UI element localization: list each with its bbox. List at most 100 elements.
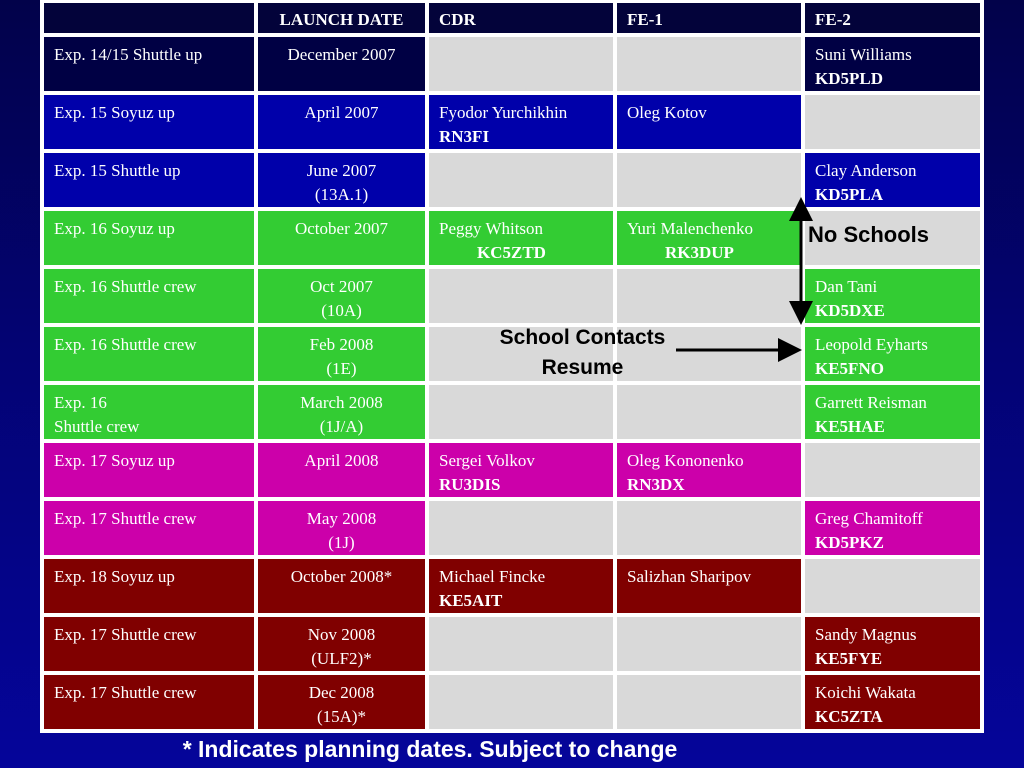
launch-date-cell: May 2008 (1J) [258, 501, 425, 555]
launch-date-line: Nov 2008 [307, 625, 376, 644]
launch-date-line: (10A) [321, 301, 362, 320]
launch-date-line: (1E) [326, 359, 357, 378]
mission-cell: Exp. 17 Shuttle crew [44, 617, 254, 671]
header-cdr: CDR [429, 3, 613, 33]
fe1-cell [617, 501, 801, 555]
crew-name: Oleg Kotov [627, 103, 707, 122]
fe2-cell [805, 95, 980, 149]
crew-name: Greg Chamitoff [815, 509, 923, 528]
crew-name: Dan Tani [815, 277, 878, 296]
fe1-cell [617, 37, 801, 91]
crew-schedule-table: LAUNCH DATE CDR FE-1 FE-2 Exp. 14/15 Shuttle… [40, 0, 984, 733]
call-sign: RN3FI [439, 127, 490, 146]
launch-date-line: March 2008 [300, 393, 383, 412]
launch-date-line: (1J) [328, 533, 355, 552]
launch-date-cell: April 2008 [258, 443, 425, 497]
crew-name: Koichi Wakata [815, 683, 916, 702]
crew-name: Leopold Eyharts [815, 335, 928, 354]
fe1-cell [617, 675, 801, 729]
launch-date-line: Feb 2008 [309, 335, 374, 354]
launch-date-cell: April 2007 [258, 95, 425, 149]
fe1-cell: Oleg Kononenko RN3DX [617, 443, 801, 497]
fe2-cell: Suni Williams KD5PLD [805, 37, 980, 91]
launch-date-line: (ULF2)* [311, 649, 372, 668]
school-contacts-note: School Contacts Resume [470, 323, 695, 383]
mission-cell: Exp. 18 Soyuz up [44, 559, 254, 613]
crew-name: Peggy Whitson [439, 219, 544, 238]
crew-name: Sandy Magnus [815, 625, 917, 644]
launch-date-cell: Feb 2008 (1E) [258, 327, 425, 381]
fe1-cell [617, 385, 801, 439]
crew-name: Clay Anderson [815, 161, 917, 180]
school-contacts-line2: Resume [541, 356, 624, 379]
launch-date-line: (13A.1) [314, 185, 369, 204]
fe2-cell: Koichi Wakata KC5ZTA [805, 675, 980, 729]
cdr-cell: Sergei Volkov RU3DIS [429, 443, 613, 497]
mission-cell: Exp. 16 Shuttle crew [44, 327, 254, 381]
launch-date-cell: October 2008* [258, 559, 425, 613]
cdr-cell [429, 327, 613, 381]
launch-date-cell: Dec 2008 (15A)* [258, 675, 425, 729]
crew-name: Oleg Kononenko [627, 451, 744, 470]
fe2-cell: Dan Tani KD5DXE [805, 269, 980, 323]
header-fe2: FE-2 [805, 3, 980, 33]
fe2-cell [805, 559, 980, 613]
launch-date-line: April 2008 [304, 451, 379, 470]
cdr-cell [429, 385, 613, 439]
cdr-cell [429, 269, 613, 323]
call-sign: KD5PKZ [815, 533, 884, 552]
launch-date-cell: October 2007 [258, 211, 425, 265]
cdr-cell: Michael Fincke KE5AIT [429, 559, 613, 613]
crew-name: Garrett Reisman [815, 393, 927, 412]
cdr-cell: Peggy Whitson KC5ZTD [429, 211, 613, 265]
cdr-cell [429, 153, 613, 207]
launch-date-line: Oct 2007 [310, 277, 373, 296]
launch-date-line: October 2008* [290, 567, 393, 586]
school-contacts-line1: School Contacts [499, 326, 666, 349]
crew-name: Suni Williams [815, 45, 912, 64]
launch-date-line: December 2007 [287, 45, 396, 64]
cdr-cell [429, 675, 613, 729]
mission-cell: Exp. 17 Shuttle crew [44, 675, 254, 729]
call-sign: RN3DX [627, 475, 685, 494]
fe1-cell: Salizhan Sharipov [617, 559, 801, 613]
mission-cell: Exp. 16 Soyuz up [44, 211, 254, 265]
call-sign: KE5FNO [815, 359, 884, 378]
call-sign: KC5ZTD [477, 243, 546, 262]
mission-cell: Exp. 17 Shuttle crew [44, 501, 254, 555]
mission-cell: Exp. 14/15 Shuttle up [44, 37, 254, 91]
fe1-cell [617, 327, 801, 381]
launch-date-line: (1J/A) [319, 417, 364, 436]
fe2-cell: Leopold Eyharts KE5FNO [805, 327, 980, 381]
crew-name: Fyodor Yurchikhin [439, 103, 568, 122]
call-sign: KE5FYE [815, 649, 883, 668]
launch-date-cell: June 2007 (13A.1) [258, 153, 425, 207]
cdr-cell: Fyodor Yurchikhin RN3FI [429, 95, 613, 149]
fe2-cell: Sandy Magnus KE5FYE [805, 617, 980, 671]
mission-cell: Exp. 16 Shuttle crew [44, 269, 254, 323]
call-sign: RU3DIS [439, 475, 501, 494]
cdr-cell [429, 617, 613, 671]
fe1-cell [617, 617, 801, 671]
header-blank [44, 3, 254, 33]
launch-date-line: April 2007 [304, 103, 379, 122]
crew-name: Michael Fincke [439, 567, 546, 586]
crew-name: Sergei Volkov [439, 451, 535, 470]
cdr-cell [429, 501, 613, 555]
mission-cell: Exp. 15 Shuttle up [44, 153, 254, 207]
fe1-cell [617, 153, 801, 207]
call-sign: KD5DXE [815, 301, 885, 320]
header-launch-date: LAUNCH DATE [258, 3, 425, 33]
fe2-cell [805, 211, 980, 265]
launch-date-cell: March 2008 (1J/A) [258, 385, 425, 439]
launch-date-cell: Oct 2007 (10A) [258, 269, 425, 323]
header-fe1: FE-1 [617, 3, 801, 33]
fe2-cell: Greg Chamitoff KD5PKZ [805, 501, 980, 555]
fe2-cell: Garrett Reisman KE5HAE [805, 385, 980, 439]
footnote: * Indicates planning dates. Subject to c… [182, 736, 678, 762]
fe1-cell: Oleg Kotov [617, 95, 801, 149]
crew-name: Yuri Malenchenko [627, 219, 754, 238]
launch-date-cell: Nov 2008 (ULF2)* [258, 617, 425, 671]
call-sign: KD5PLD [815, 69, 883, 88]
call-sign: KE5AIT [439, 591, 503, 610]
